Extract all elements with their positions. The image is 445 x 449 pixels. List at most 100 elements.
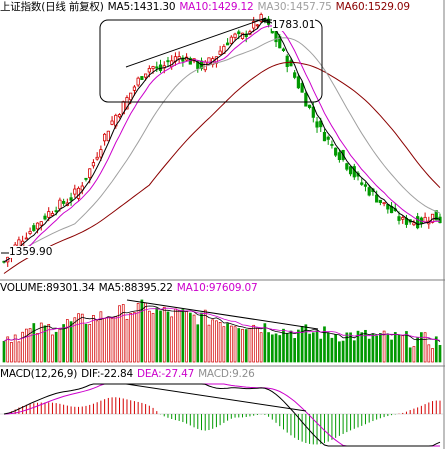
volume-bar [21,331,24,363]
volume-bar [285,333,289,363]
candle-body [144,73,148,78]
candle-body [293,72,297,78]
candle-body [382,202,386,205]
candle-body [345,163,349,170]
volume-bar [237,328,241,363]
volume-bar [356,330,360,363]
volume-divergence-line [126,299,319,330]
volume-bar [241,328,244,363]
candle-body [28,231,32,234]
volume-bar [248,327,252,363]
macd-panel-header: MACD(12,26,9) DIF:-22.84 DEA:-27.47 MACD:9.… [0,367,259,381]
volume-bar [211,319,215,363]
dea-readout: DEA:-27.47 [136,368,195,380]
volume-bar [334,334,338,363]
candle-body [32,225,36,231]
candle-body [348,166,353,175]
volume-bar [95,320,99,363]
candle-body [35,222,40,230]
volume-bar [62,324,65,363]
volume-bar [36,333,39,363]
candle-body [47,211,51,218]
volume-bar [308,333,311,363]
candle-body [158,64,163,71]
volume-bar [39,322,43,363]
volume-bar [207,324,211,363]
volume-bar [110,318,114,363]
candle-body [229,36,233,44]
dif-line [3,383,441,447]
volume-bar [222,326,226,363]
candle-body [218,50,222,55]
volume-bar [297,329,300,363]
candle-body [401,217,405,220]
candle-body [39,221,43,226]
candle-body [397,216,401,221]
volume-bar [408,347,412,363]
low-price-label: 1359.90 [9,246,53,258]
candle-body [106,130,110,142]
volume-bar [401,335,405,363]
volume-bar [218,322,222,363]
volume-bar [393,332,397,363]
candle-body [237,31,241,35]
candle-body [225,42,230,46]
candle-body [62,200,66,204]
volume-bar [315,330,319,363]
volume-bar [17,341,21,363]
candle-body [132,86,137,91]
candle-body [289,60,293,67]
candle-body [43,215,47,220]
volume-bar [278,335,282,363]
candle-body [95,156,99,160]
ma10-line [3,25,441,263]
volume-bar [133,312,136,363]
volume-bar [270,334,274,363]
volume-bar [397,334,401,363]
ma5-line [3,19,441,263]
candle-body [296,76,300,89]
candle-body [117,114,122,118]
volume-bar [99,311,103,363]
volume-bar [196,324,200,363]
candle-body [76,187,81,199]
volume-bar [200,312,203,363]
candle-body [255,24,260,27]
candle-body [69,197,73,201]
candle-body [334,147,338,156]
candle-body [129,92,133,101]
candle-body [58,199,62,210]
volume-bar [192,314,196,363]
volume-bar [226,323,229,363]
candle-body [304,92,308,107]
volume-bar [360,332,364,363]
candle-body [412,222,416,226]
volume-bar [274,333,278,363]
volume-bar [244,329,248,363]
macd-divergence-line [125,383,307,412]
candle-body [181,57,185,62]
candle-body [300,83,304,93]
volume-panel-header: VOLUME:89301.34 MA5:88395.22 MA10:97609.07 [0,281,261,295]
volume-bar [162,306,166,363]
volume-bar [10,342,13,363]
dif-readout: DIF:-22.84 [81,368,133,380]
candle-body [438,216,442,224]
candle-body [281,48,286,52]
candle-body [315,121,319,128]
volume-bar [259,332,263,363]
volume-bar [66,319,69,363]
consolidation-box [99,19,323,103]
volume-bar [311,332,315,363]
volume-bar [177,310,181,363]
volume-readout: VOLUME:89301.34 [0,282,95,294]
volume-bar [364,329,367,363]
volume-bar [319,338,323,363]
volume-ma10-readout: MA10:97609.07 [176,282,258,294]
volume-bar [28,328,32,363]
volume-bar [181,309,185,363]
candle-body [73,188,77,195]
volume-bar [293,338,297,363]
